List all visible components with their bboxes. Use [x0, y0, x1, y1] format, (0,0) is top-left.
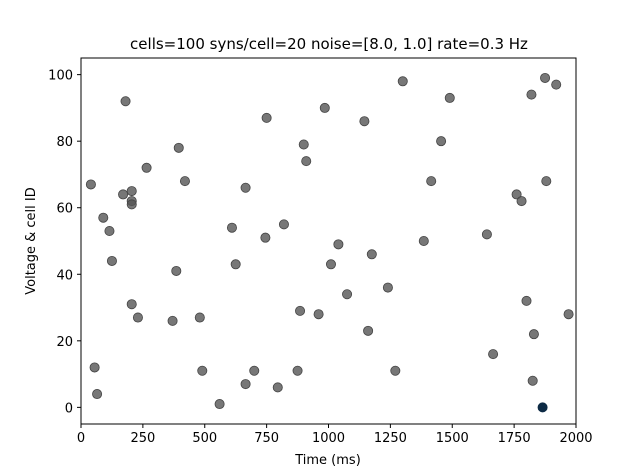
- data-point: [92, 389, 103, 400]
- data-point: [141, 162, 152, 173]
- x-axis-label: Time (ms): [294, 453, 361, 468]
- data-point: [167, 315, 178, 326]
- data-point: [260, 232, 271, 243]
- data-point: [249, 365, 260, 376]
- data-point: [132, 312, 143, 323]
- x-tick-label: 500: [192, 431, 217, 446]
- data-point: [240, 379, 251, 390]
- data-point: [194, 312, 205, 323]
- data-point: [292, 365, 303, 376]
- data-point: [214, 399, 225, 410]
- x-tick-label: 0: [77, 431, 85, 446]
- y-tick-label: 40: [56, 268, 73, 283]
- data-point: [179, 176, 190, 187]
- y-tick-label: 20: [56, 335, 73, 350]
- data-point: [85, 179, 96, 190]
- x-tick-label: 1750: [498, 431, 531, 446]
- x-tick-label: 1000: [312, 431, 345, 446]
- x-tick-label: 2000: [559, 431, 592, 446]
- data-point: [230, 259, 241, 270]
- data-point: [278, 219, 289, 230]
- highlight-point: [537, 402, 548, 413]
- data-point: [563, 309, 574, 320]
- data-point: [301, 156, 312, 167]
- data-point: [126, 199, 137, 210]
- y-tick-label: 80: [56, 135, 73, 150]
- data-point: [521, 295, 532, 306]
- data-point: [359, 116, 370, 127]
- data-point: [98, 212, 109, 223]
- data-point: [171, 265, 182, 276]
- y-ticks: 0 20 40 60 80 100: [48, 69, 81, 416]
- data-point: [481, 229, 492, 240]
- data-point: [436, 136, 447, 147]
- data-point: [516, 196, 527, 207]
- data-point: [488, 349, 499, 360]
- y-tick-label: 60: [56, 202, 73, 217]
- data-point: [126, 299, 137, 310]
- data-point: [390, 365, 401, 376]
- data-point: [333, 239, 344, 250]
- x-tick-label: 1500: [436, 431, 469, 446]
- x-tick-label: 250: [130, 431, 155, 446]
- x-tick-label: 1250: [374, 431, 407, 446]
- data-point: [272, 382, 283, 393]
- data-point: [444, 92, 455, 103]
- data-point: [261, 112, 272, 123]
- x-ticks: 0 250 500 750 1000 1250 1500 1750 2000: [77, 424, 593, 446]
- y-axis-label: Voltage & cell ID: [24, 187, 39, 295]
- data-point: [366, 249, 377, 260]
- data-point: [104, 226, 115, 237]
- data-point: [313, 309, 324, 320]
- data-point: [363, 325, 374, 336]
- data-point: [511, 189, 522, 200]
- data-point: [342, 289, 353, 300]
- data-point: [120, 96, 131, 107]
- data-point: [89, 362, 100, 373]
- data-point: [426, 176, 437, 187]
- y-tick-label: 100: [48, 69, 73, 84]
- data-point: [528, 329, 539, 340]
- data-point: [240, 182, 251, 193]
- data-point: [526, 89, 537, 100]
- data-point: [173, 142, 184, 153]
- data-point: [540, 72, 551, 83]
- data-point: [325, 259, 336, 270]
- y-tick-label: 0: [65, 401, 73, 416]
- data-point: [527, 375, 538, 386]
- data-point: [226, 222, 237, 233]
- data-point: [197, 365, 208, 376]
- data-point: [319, 102, 330, 113]
- data-point: [418, 235, 429, 246]
- data-point: [106, 255, 117, 266]
- data-point: [126, 186, 137, 197]
- points-layer: [85, 72, 574, 413]
- data-point: [118, 189, 129, 200]
- x-tick-label: 750: [254, 431, 279, 446]
- data-point: [298, 139, 309, 150]
- data-point: [382, 282, 393, 293]
- data-point: [397, 76, 408, 87]
- data-point: [551, 79, 562, 90]
- data-point: [541, 176, 552, 187]
- chart-title: cells=100 syns/cell=20 noise=[8.0, 1.0] …: [130, 35, 528, 53]
- data-point: [295, 305, 306, 316]
